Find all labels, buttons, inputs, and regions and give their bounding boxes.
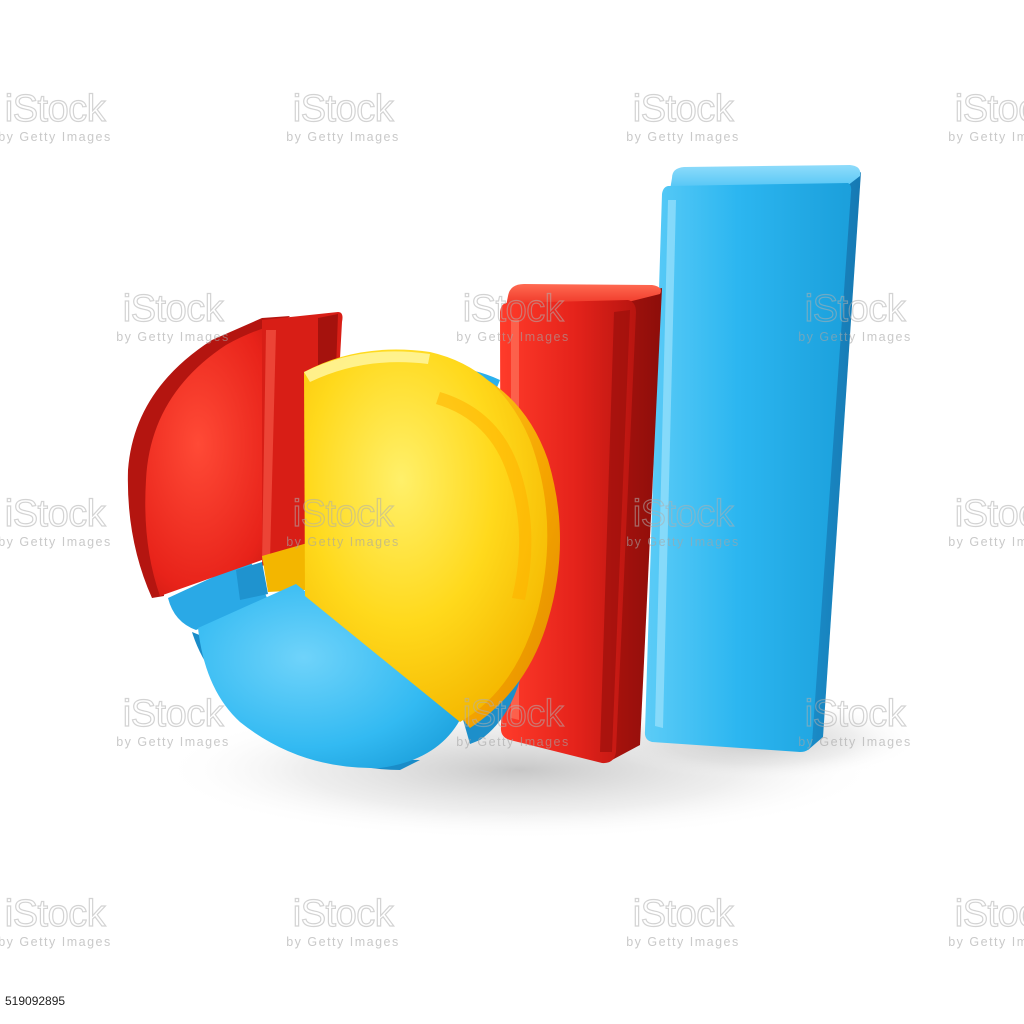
stock-id-label: 519092895 (3, 993, 68, 1009)
pie-chart (127, 312, 560, 770)
tall-blue-bar (644, 165, 861, 752)
